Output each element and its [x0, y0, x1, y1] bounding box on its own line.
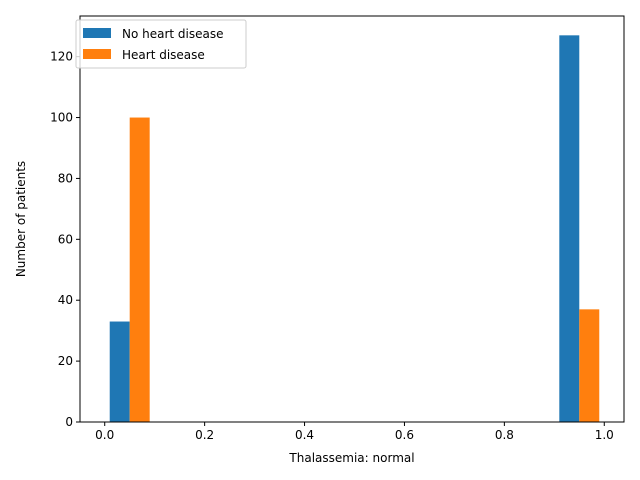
bar-no-heart-disease-0	[109, 321, 130, 422]
legend-swatch-heart-disease	[83, 49, 111, 59]
legend-label-heart-disease: Heart disease	[122, 48, 205, 62]
y-tick-label: 100	[50, 111, 73, 125]
plot-frame	[79, 15, 625, 423]
bar-heart-disease-1	[579, 309, 600, 422]
x-axis-label: Thalassemia: normal	[288, 451, 414, 465]
legend-frame	[75, 19, 247, 69]
y-tick-label: 120	[50, 50, 73, 64]
legend-label-no-heart-disease: No heart disease	[122, 27, 224, 41]
y-axis-label: Number of patients	[14, 161, 28, 277]
bar-no-heart-disease-1	[559, 35, 580, 422]
x-tick-label: 0.0	[95, 428, 114, 442]
y-tick-label: 80	[58, 171, 73, 185]
y-axis-ticks: 0 20 40 60 80 100 120	[50, 50, 80, 429]
y-tick-label: 0	[65, 415, 73, 429]
legend-swatch-no-heart-disease	[83, 28, 111, 38]
bars-layer	[109, 35, 600, 422]
x-tick-label: 1.0	[595, 428, 614, 442]
legend: No heart disease Heart disease	[75, 19, 247, 69]
x-tick-label: 0.4	[295, 428, 314, 442]
y-tick-label: 60	[58, 232, 73, 246]
y-tick-label: 40	[58, 293, 73, 307]
x-axis-ticks: 0.0 0.2 0.4 0.6 0.8 1.0	[95, 422, 614, 442]
bar-heart-disease-0	[129, 117, 150, 422]
x-tick-label: 0.2	[195, 428, 214, 442]
x-tick-label: 0.8	[495, 428, 514, 442]
x-tick-label: 0.6	[395, 428, 414, 442]
y-tick-label: 20	[58, 354, 73, 368]
